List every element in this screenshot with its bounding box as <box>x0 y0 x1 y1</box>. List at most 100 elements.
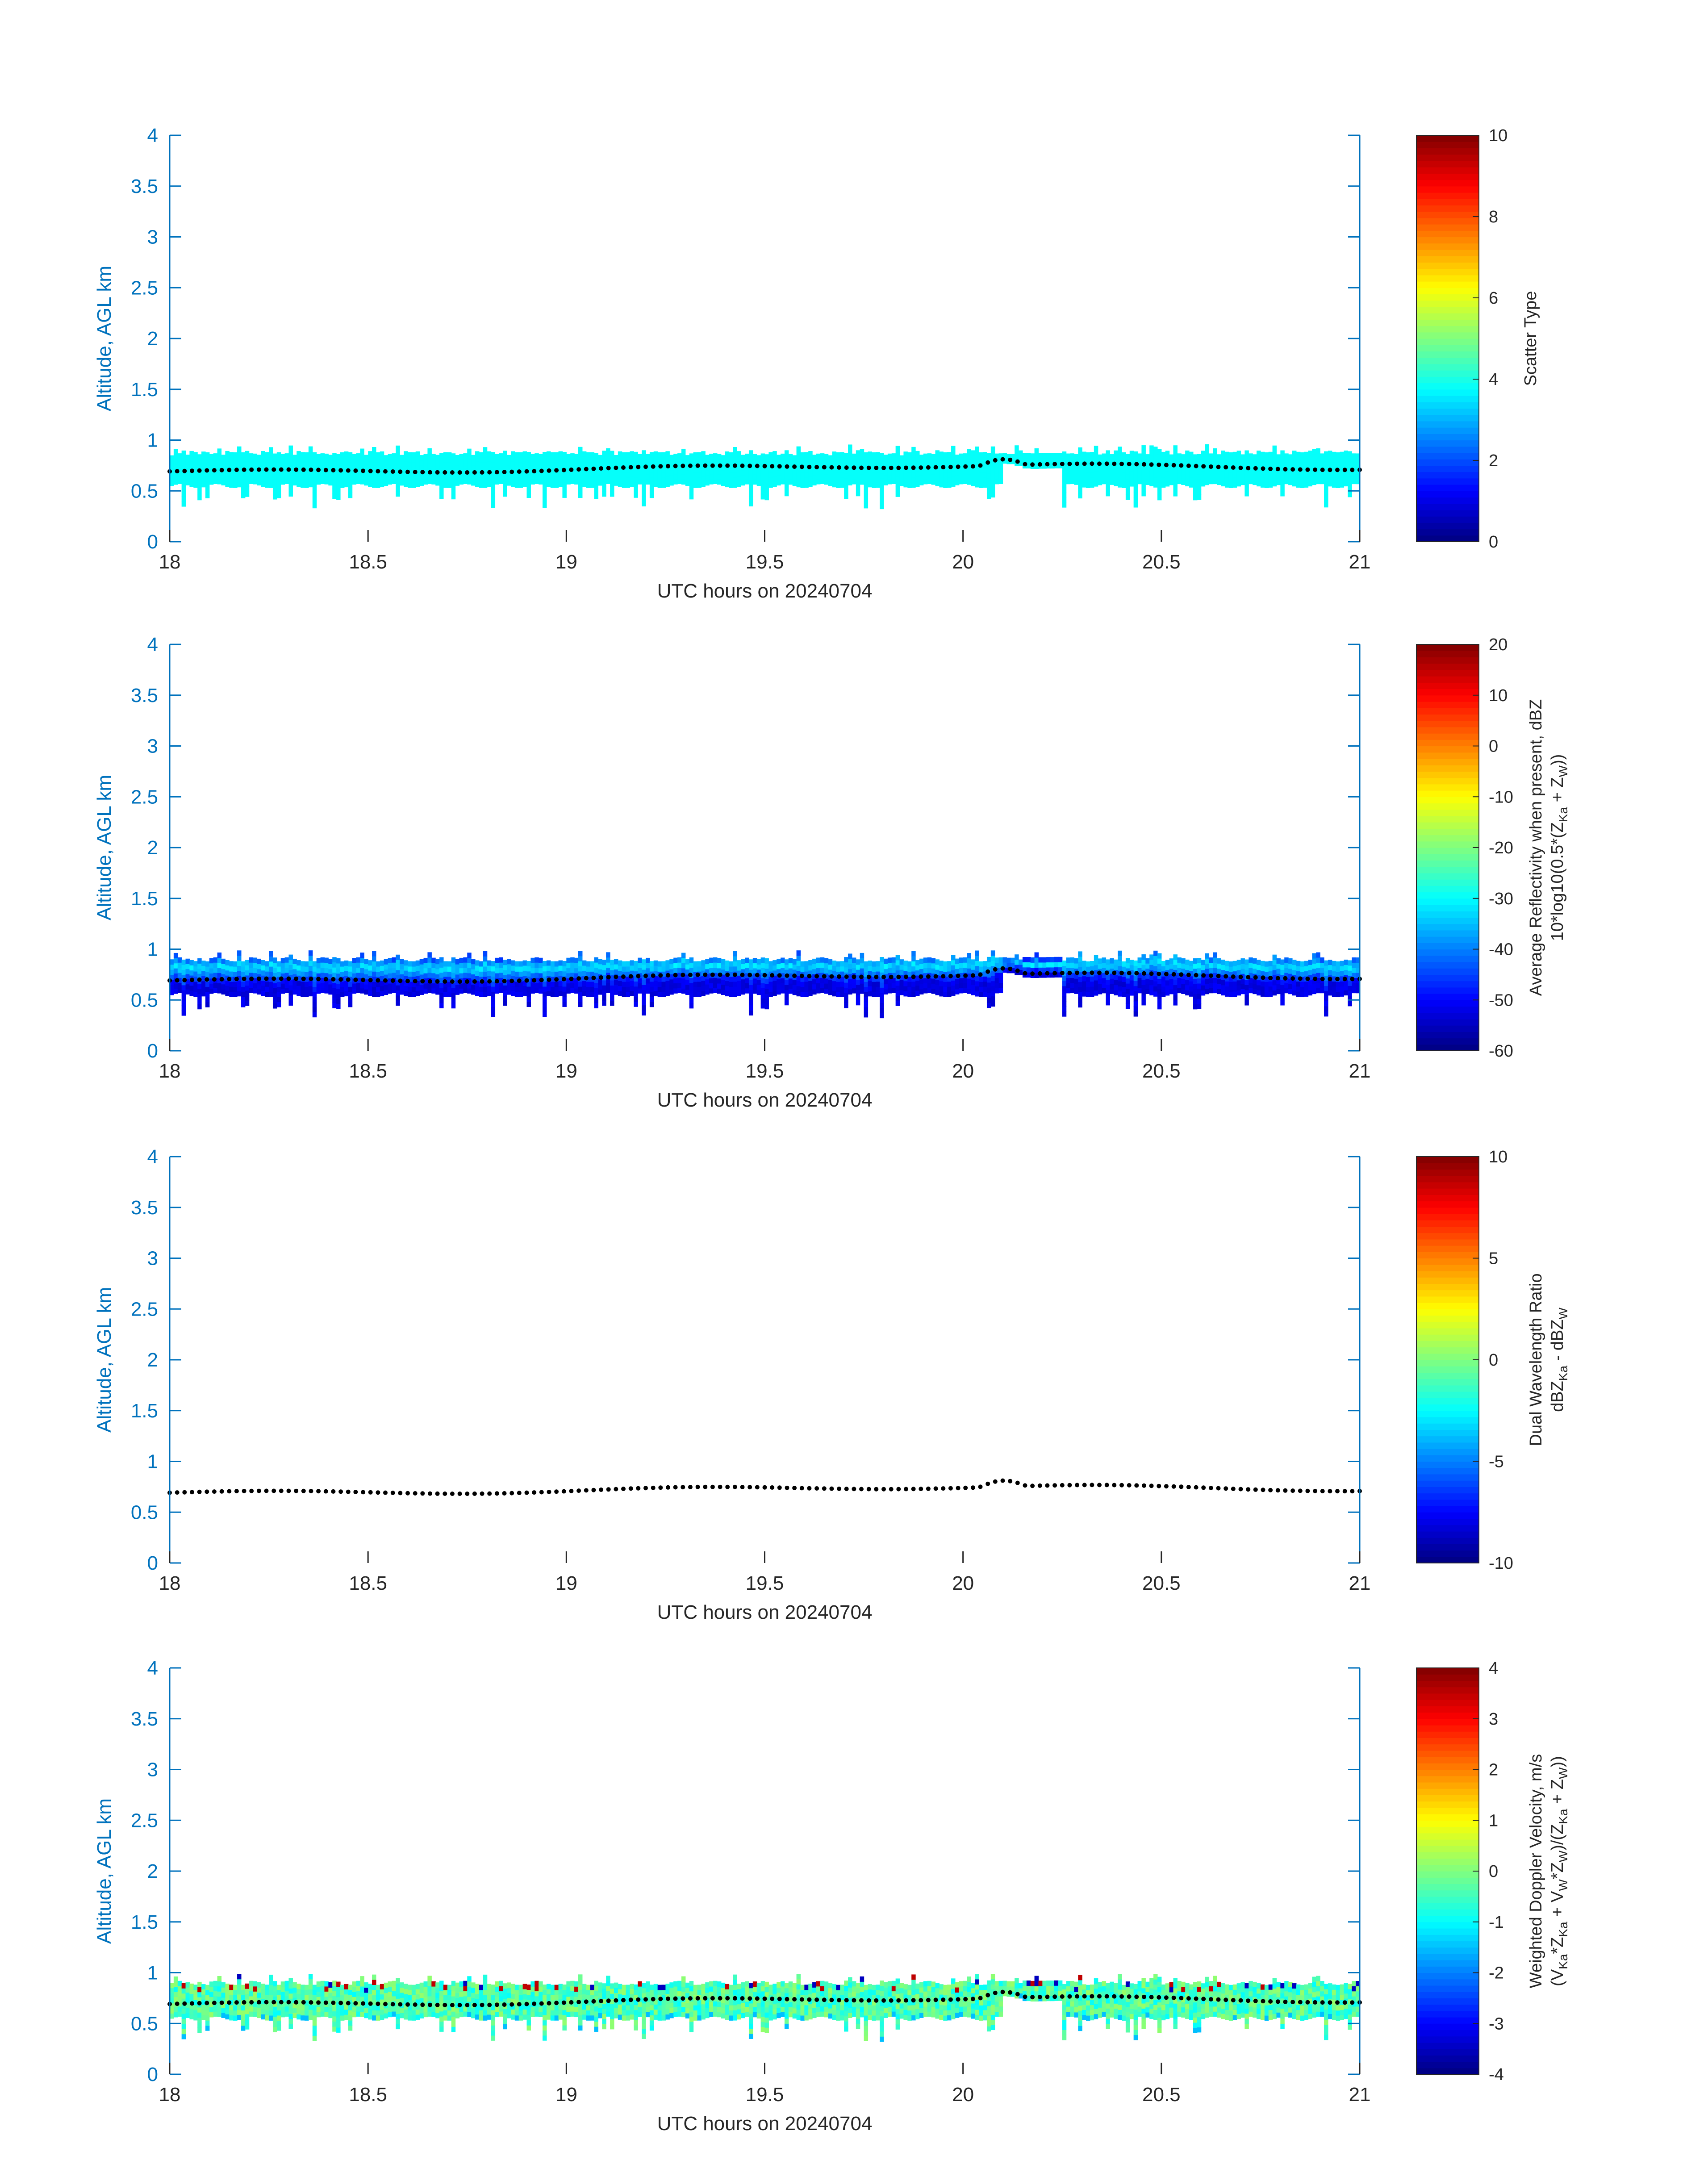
field-cell <box>649 986 654 992</box>
field-cell <box>491 976 496 982</box>
cloud-base-point <box>271 1488 276 1493</box>
field-cell <box>1221 965 1225 970</box>
field-cell <box>503 960 507 965</box>
field-cell <box>1257 450 1261 456</box>
field-cell <box>741 959 745 965</box>
field-cell <box>649 976 654 982</box>
field-cell <box>305 966 309 972</box>
field-cell <box>1189 986 1194 992</box>
field-cell <box>895 486 900 492</box>
field-cell <box>1201 476 1206 482</box>
field-cell <box>1086 472 1090 478</box>
field-cell <box>773 476 777 482</box>
field-cell <box>411 991 416 997</box>
field-cell <box>292 455 297 460</box>
field-cell <box>1102 967 1107 973</box>
cloud-base-point <box>978 972 983 977</box>
field-cell <box>1058 458 1063 464</box>
colorbar-swatch <box>1416 268 1479 276</box>
field-cell <box>384 481 388 486</box>
field-cell <box>943 477 948 483</box>
field-cell <box>618 476 622 482</box>
field-cell <box>324 453 329 459</box>
field-cell <box>324 962 329 968</box>
field-cell <box>998 463 1003 469</box>
field-cell <box>1197 474 1202 480</box>
field-cell <box>1177 479 1182 485</box>
field-cell <box>225 481 230 487</box>
field-cell <box>308 451 313 457</box>
cloud-base-point <box>368 468 373 473</box>
field-cell <box>737 986 741 991</box>
field-cell <box>788 978 793 984</box>
field-cell <box>1324 1011 1328 1017</box>
field-cell <box>1165 965 1170 970</box>
field-cell <box>526 986 531 992</box>
colorbar-swatch <box>1416 326 1479 333</box>
field-cell <box>1316 468 1320 474</box>
field-cell <box>598 460 602 466</box>
field-cell <box>812 475 817 481</box>
field-cell <box>705 964 710 969</box>
field-cell <box>491 1007 496 1012</box>
field-cell <box>760 453 765 459</box>
cloud-base-point <box>941 974 946 979</box>
field-cell <box>1002 962 1007 968</box>
field-cell <box>642 969 646 975</box>
field-cell <box>578 981 583 987</box>
colorbar-swatch <box>1416 771 1479 778</box>
cloud-base-point <box>628 1486 633 1491</box>
field-cell <box>927 473 932 479</box>
field-cell <box>1344 450 1348 456</box>
field-cell <box>967 988 972 994</box>
field-cell <box>990 1001 995 1007</box>
field-cell <box>1228 966 1233 972</box>
field-cell <box>530 968 535 974</box>
field-cell <box>880 977 884 983</box>
field-cell <box>574 454 579 460</box>
field-cell <box>773 471 777 477</box>
cloud-base-point <box>539 1490 544 1495</box>
field-cell <box>324 474 329 480</box>
cloud-base-point <box>621 1487 626 1491</box>
field-cell <box>459 479 464 485</box>
field-cell <box>642 476 646 481</box>
field-cell <box>280 973 285 979</box>
field-cell <box>856 450 860 456</box>
field-cell <box>193 966 198 972</box>
field-cell <box>1173 445 1178 451</box>
field-cell <box>1300 452 1305 458</box>
field-cell <box>546 970 551 976</box>
field-cell <box>1030 967 1035 973</box>
field-cell <box>316 968 321 974</box>
field-cell <box>990 976 995 982</box>
field-cell <box>1340 467 1345 472</box>
cloud-base-point <box>1328 977 1332 982</box>
field-cell <box>518 961 523 967</box>
field-cell <box>983 966 987 972</box>
field-cell <box>737 451 741 457</box>
field-cell <box>396 451 400 456</box>
field-cell <box>777 470 781 476</box>
field-cell <box>1173 471 1178 476</box>
field-cell <box>332 463 337 469</box>
field-cell <box>1030 957 1035 963</box>
field-cell <box>526 457 531 463</box>
field-cell <box>975 991 979 997</box>
field-cell <box>1094 471 1098 476</box>
field-cell <box>1201 960 1206 965</box>
field-cell <box>510 975 515 981</box>
field-cell <box>872 472 876 478</box>
x-tick-label: 18.5 <box>349 1060 387 1082</box>
field-cell <box>233 482 238 488</box>
field-cell <box>903 482 908 488</box>
field-cell <box>967 464 972 470</box>
field-cell <box>276 482 281 488</box>
field-cell <box>602 990 606 996</box>
field-cell <box>927 468 932 474</box>
field-cell <box>729 986 734 992</box>
field-cell <box>1062 476 1067 482</box>
field-cell <box>693 966 698 972</box>
field-cell <box>582 456 587 462</box>
colorbar-swatch <box>1416 1000 1479 1007</box>
